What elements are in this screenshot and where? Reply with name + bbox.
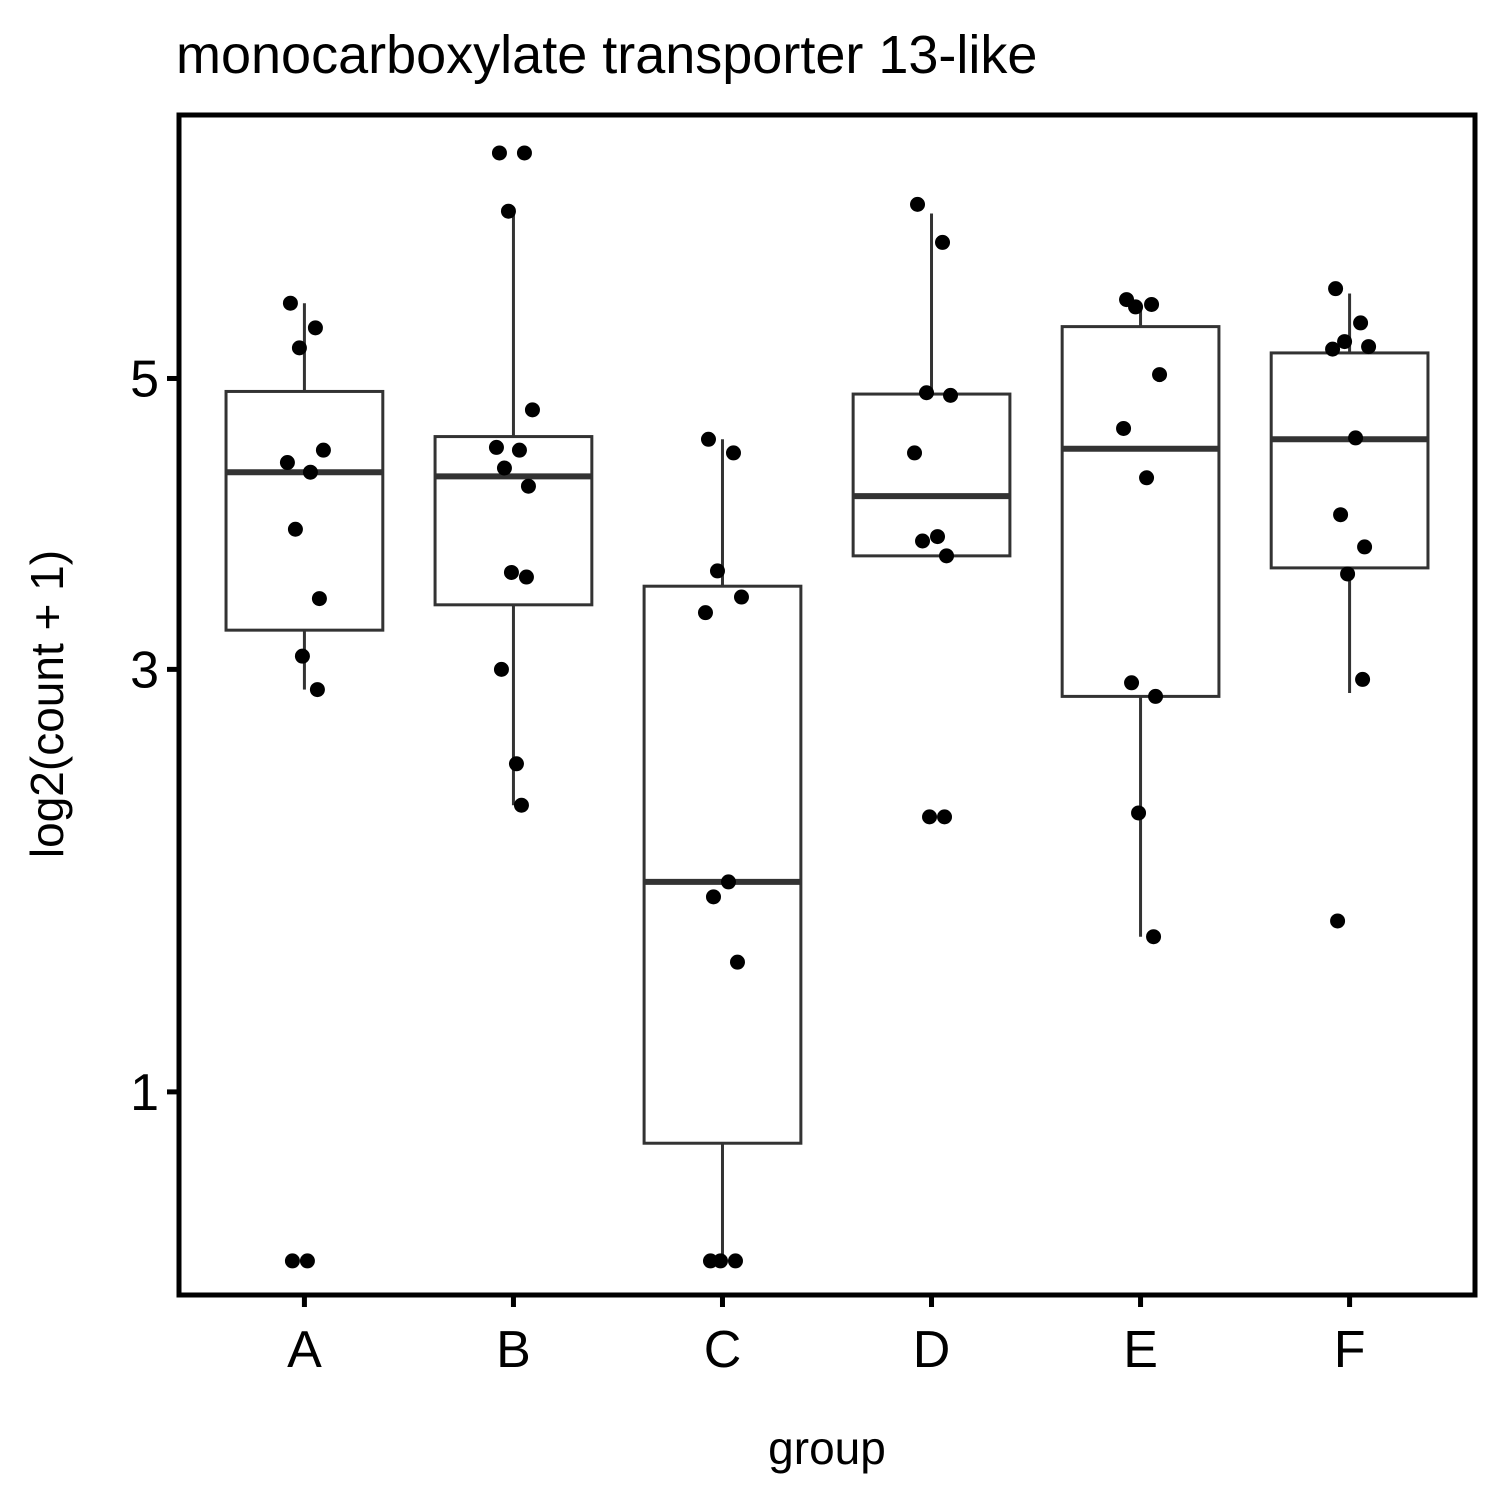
y-tick-label: 3 bbox=[130, 641, 159, 699]
data-point bbox=[919, 385, 935, 401]
data-point bbox=[503, 564, 519, 580]
box-group-c bbox=[642, 439, 803, 1261]
box bbox=[1060, 325, 1221, 698]
data-point bbox=[496, 460, 512, 476]
x-tick-label: F bbox=[1334, 1321, 1366, 1379]
data-point bbox=[930, 529, 946, 545]
data-point bbox=[1131, 805, 1147, 821]
data-point bbox=[520, 478, 536, 494]
data-point bbox=[1116, 420, 1132, 436]
data-point bbox=[935, 234, 951, 250]
data-point bbox=[1333, 507, 1349, 523]
data-point bbox=[697, 605, 713, 621]
data-point bbox=[307, 320, 323, 336]
data-point bbox=[493, 661, 509, 677]
data-point bbox=[287, 521, 303, 537]
data-point bbox=[315, 442, 331, 458]
data-point bbox=[294, 648, 310, 664]
box bbox=[1269, 351, 1430, 570]
data-point bbox=[727, 1253, 743, 1269]
data-point bbox=[1124, 675, 1140, 691]
data-point bbox=[1128, 299, 1144, 315]
x-axis-title: group bbox=[768, 1422, 886, 1474]
data-point bbox=[511, 442, 527, 458]
x-tick-label: E bbox=[1123, 1321, 1158, 1379]
data-point bbox=[915, 533, 931, 549]
data-point bbox=[1325, 341, 1341, 357]
plot-area bbox=[224, 145, 1430, 1269]
data-point bbox=[518, 569, 534, 585]
data-point bbox=[922, 809, 938, 825]
data-point bbox=[524, 402, 540, 418]
data-point bbox=[1139, 470, 1155, 486]
data-point bbox=[939, 548, 955, 564]
data-point bbox=[1340, 566, 1356, 582]
box-group-e bbox=[1060, 304, 1221, 937]
data-point bbox=[299, 1253, 315, 1269]
box-group-b bbox=[433, 213, 594, 806]
data-point bbox=[500, 203, 516, 219]
y-axis: 1 3 5 bbox=[130, 350, 179, 1122]
x-tick-label: D bbox=[913, 1321, 951, 1379]
data-point bbox=[705, 889, 721, 905]
data-point bbox=[1144, 296, 1160, 312]
data-point bbox=[1148, 688, 1164, 704]
data-point bbox=[1152, 367, 1168, 383]
box bbox=[642, 584, 803, 1145]
x-tick-label: C bbox=[704, 1321, 742, 1379]
data-point bbox=[488, 439, 504, 455]
data-point bbox=[279, 455, 295, 471]
data-point bbox=[1328, 281, 1344, 297]
data-point bbox=[1330, 913, 1346, 929]
x-tick-label: A bbox=[287, 1321, 322, 1379]
data-point bbox=[513, 797, 529, 813]
data-point bbox=[309, 682, 325, 698]
data-point bbox=[1337, 334, 1353, 350]
data-point bbox=[907, 445, 923, 461]
data-point bbox=[1146, 929, 1162, 945]
data-point bbox=[943, 387, 959, 403]
data-point bbox=[720, 874, 736, 890]
data-point bbox=[700, 431, 716, 447]
data-point bbox=[508, 756, 524, 772]
y-tick-label: 1 bbox=[130, 1064, 159, 1122]
data-point bbox=[1357, 539, 1373, 555]
data-point bbox=[910, 196, 926, 212]
data-point bbox=[1353, 315, 1369, 331]
data-point bbox=[491, 145, 507, 161]
box-group-d bbox=[851, 213, 1012, 558]
data-point bbox=[937, 809, 953, 825]
data-point bbox=[284, 1253, 300, 1269]
box bbox=[851, 392, 1012, 558]
data-point bbox=[709, 563, 725, 579]
x-tick-label: B bbox=[496, 1321, 531, 1379]
data-point bbox=[282, 295, 298, 311]
data-point bbox=[1348, 430, 1364, 446]
data-point bbox=[291, 340, 307, 356]
data-point bbox=[725, 445, 741, 461]
data-point bbox=[1361, 339, 1377, 355]
data-point bbox=[302, 464, 318, 480]
data-point bbox=[516, 145, 532, 161]
x-axis: A B C D E F bbox=[287, 1295, 1365, 1379]
data-point bbox=[311, 591, 327, 607]
data-point bbox=[729, 954, 745, 970]
chart-title: monocarboxylate transporter 13-like bbox=[176, 25, 1037, 85]
y-axis-title: log2(count + 1) bbox=[21, 550, 73, 858]
plot-panel-border bbox=[176, 112, 1478, 1298]
data-point bbox=[702, 1253, 718, 1269]
y-tick-label: 5 bbox=[130, 350, 159, 408]
box bbox=[224, 389, 385, 632]
data-point bbox=[733, 589, 749, 605]
box-group-f bbox=[1269, 293, 1430, 693]
data-point bbox=[1355, 671, 1371, 687]
box-group-a bbox=[224, 303, 385, 690]
